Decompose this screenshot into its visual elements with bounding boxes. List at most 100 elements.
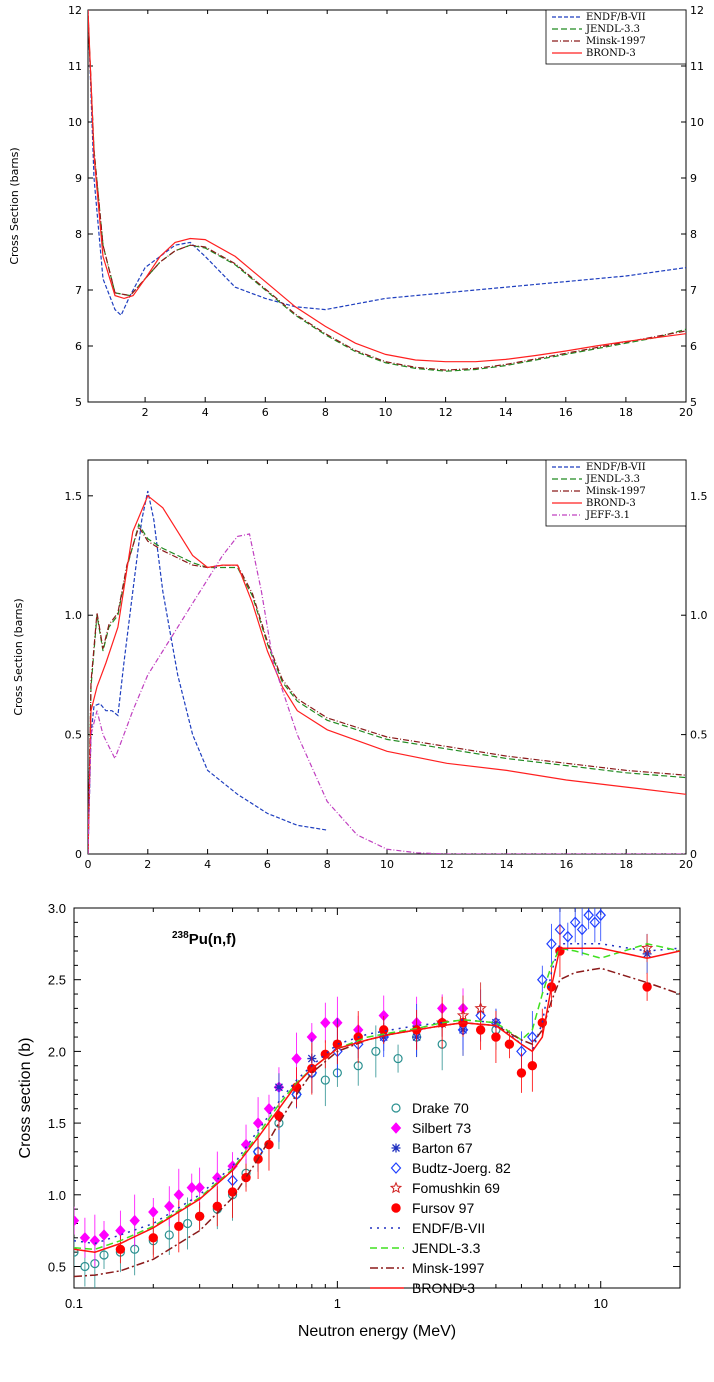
x-tick-label: 16 [559, 858, 573, 871]
data-point [74, 1214, 80, 1227]
data-point [595, 909, 607, 922]
series-line [88, 15, 686, 372]
x-tick-label: 1 [334, 1296, 341, 1311]
data-point [80, 1261, 90, 1272]
y-tick-label-right: 8 [690, 228, 697, 241]
data-point [212, 1201, 222, 1211]
x-tick-label: 6 [262, 406, 269, 419]
data-point [115, 1224, 126, 1237]
legend-label: ENDF/B-VII [412, 1220, 485, 1236]
y-tick-label: 1.5 [65, 490, 83, 503]
data-point [390, 1122, 402, 1134]
x-tick-label: 12 [439, 406, 453, 419]
x-tick-label: 2 [144, 858, 151, 871]
y-tick-label-right: 1.5 [690, 490, 708, 503]
y-tick-label: 7 [75, 284, 82, 297]
data-point [546, 937, 557, 950]
x-tick-label: 18 [619, 406, 633, 419]
y-tick-label-right: 11 [690, 60, 704, 73]
series-line [88, 10, 686, 363]
data-point [115, 1244, 126, 1254]
data-point [516, 1068, 527, 1078]
legend-label: ENDF/B-VII [586, 12, 646, 23]
series-line [88, 525, 686, 854]
legend-label: JEFF-3.1 [585, 510, 630, 521]
x-tick-label: 20 [679, 858, 693, 871]
y-tick-label: 2.5 [48, 973, 66, 988]
y-axis-label: Cross section (b) [17, 1038, 34, 1159]
evaluation-curve [74, 947, 680, 1253]
x-tick-label: 16 [559, 406, 573, 419]
legend-label: Minsk-1997 [412, 1260, 485, 1276]
legend-label: JENDL-3.3 [412, 1240, 481, 1256]
x-tick-label: 4 [204, 858, 211, 871]
data-point [491, 1032, 501, 1042]
x-tick-label: 12 [440, 858, 454, 871]
data-point [583, 909, 594, 922]
data-point [89, 1234, 101, 1247]
y-tick-label-right: 6 [690, 340, 697, 353]
y-tick-label: 0.5 [48, 1259, 66, 1274]
data-point [576, 923, 588, 936]
data-point [79, 1232, 91, 1244]
series-line [88, 494, 686, 854]
x-tick-label: 14 [500, 858, 514, 871]
legend-label: Minsk-1997 [586, 486, 646, 497]
data-point [320, 1075, 330, 1085]
data-point [173, 1189, 184, 1201]
series-line [88, 490, 328, 854]
data-point [475, 1025, 486, 1035]
data-point [589, 916, 601, 929]
y-tick-label-right: 12 [690, 4, 704, 17]
data-point [194, 1181, 205, 1194]
legend-label: BROND-3 [586, 48, 636, 59]
legend-label: Drake 70 [412, 1100, 469, 1116]
y-tick-label: 0.5 [65, 729, 83, 742]
data-point [227, 1187, 238, 1197]
y-tick-label: 6 [75, 340, 82, 353]
y-tick-label: 11 [68, 60, 82, 73]
data-point [291, 1052, 302, 1065]
plot-area [74, 908, 680, 1288]
y-tick-label-right: 1.0 [690, 609, 708, 622]
series-line [88, 15, 686, 371]
series-line [88, 10, 686, 317]
data-point [263, 1103, 275, 1115]
x-tick-label: 0.1 [65, 1296, 83, 1311]
data-point [379, 1025, 389, 1035]
data-point [148, 1233, 158, 1243]
legend-label: Silbert 73 [412, 1120, 471, 1136]
legend-label: Minsk-1997 [586, 36, 646, 47]
data-point [390, 1162, 402, 1174]
data-point [129, 1214, 140, 1227]
x-tick-label: 18 [619, 858, 633, 871]
data-point [148, 1206, 159, 1218]
data-point [391, 1103, 401, 1113]
y-tick-label-right: 10 [690, 116, 704, 129]
data-point [393, 1053, 403, 1064]
series-line [88, 533, 686, 854]
data-point [74, 1247, 79, 1257]
y-tick-label: 5 [75, 396, 82, 409]
legend-label: BROND-3 [586, 498, 636, 509]
data-point [183, 1218, 193, 1229]
x-tick-label: 8 [322, 406, 329, 419]
evaluation-curve [74, 943, 680, 1245]
y-tick-label: 2.0 [48, 1044, 66, 1059]
x-tick-label: 0 [85, 858, 92, 871]
x-tick-label: 10 [593, 1296, 607, 1311]
legend-box [545, 9, 687, 65]
data-point [504, 1039, 515, 1049]
y-tick-label: 9 [75, 172, 82, 185]
legend-label: Fursov 97 [412, 1200, 474, 1216]
data-point [391, 1143, 401, 1153]
y-tick-label-right: 9 [690, 172, 697, 185]
data-point [164, 1200, 175, 1213]
x-tick-label: 10 [380, 858, 394, 871]
data-point [274, 1082, 284, 1092]
y-tick-label: 0 [75, 848, 82, 861]
y-tick-label: 1.0 [65, 609, 83, 622]
data-point [320, 1016, 331, 1029]
data-point [98, 1229, 110, 1241]
